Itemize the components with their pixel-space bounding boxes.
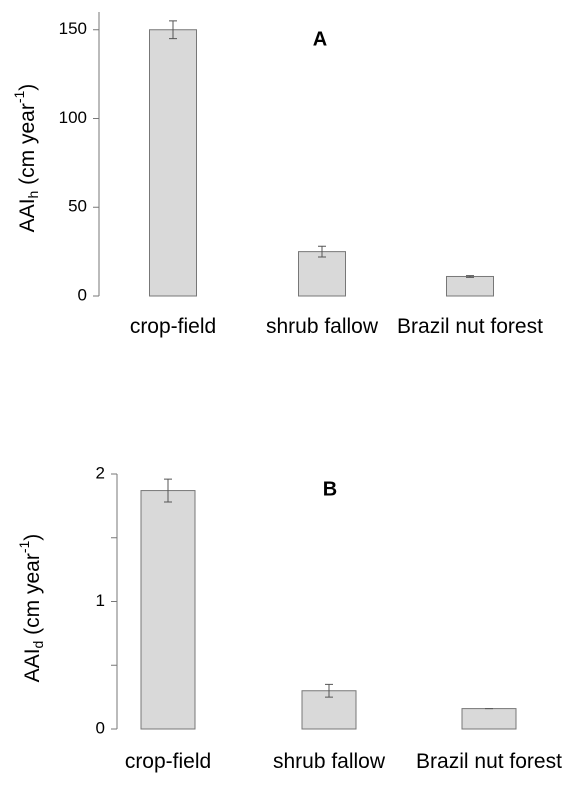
y-tick-label: 0 — [78, 285, 87, 304]
error-bar — [169, 20, 177, 40]
bar — [149, 29, 197, 297]
y-axis-label-part: d — [30, 641, 46, 649]
y-axis-label-part: -1 — [11, 90, 27, 103]
y-axis-label-part: (cm year — [16, 103, 39, 191]
y-tick-label: 1 — [96, 591, 105, 610]
error-bar — [325, 683, 333, 698]
y-axis-label-part: ) — [16, 84, 39, 91]
chart-title: B — [323, 478, 337, 500]
y-tick-label: 2 — [96, 463, 105, 482]
x-tick-label: crop-field — [124, 750, 212, 773]
y-axis-label: AAIh (cm year-1) — [11, 84, 41, 233]
y-axis-label-part: AAI — [21, 648, 44, 682]
error-bar — [164, 478, 172, 503]
x-tick-label: Brazil nut forest — [416, 750, 562, 773]
chart-title: A — [313, 28, 327, 50]
y-axis-label-part: ) — [21, 534, 44, 541]
x-tick-label: Brazil nut forest — [397, 315, 543, 338]
x-tick-label: shrub fallow — [272, 750, 386, 773]
y-axis-label-part: AAI — [16, 198, 39, 232]
bar — [140, 490, 196, 730]
x-tick-label: shrub fallow — [265, 315, 379, 338]
y-tick-label: 100 — [59, 108, 87, 127]
y-axis-label-part: h — [25, 191, 41, 199]
y-axis-label-part: (cm year — [21, 553, 44, 641]
y-axis-label: AAId (cm year-1) — [16, 534, 46, 683]
error-bar — [466, 275, 474, 278]
bar — [446, 275, 494, 297]
bar — [461, 708, 517, 730]
error-bar — [318, 245, 326, 258]
x-tick-label: crop-field — [129, 315, 217, 338]
y-tick-label: 150 — [59, 19, 87, 38]
bar — [298, 251, 346, 297]
y-tick-label: 0 — [96, 718, 105, 737]
y-axis-label-part: -1 — [16, 540, 32, 553]
y-tick-label: 50 — [68, 197, 87, 216]
